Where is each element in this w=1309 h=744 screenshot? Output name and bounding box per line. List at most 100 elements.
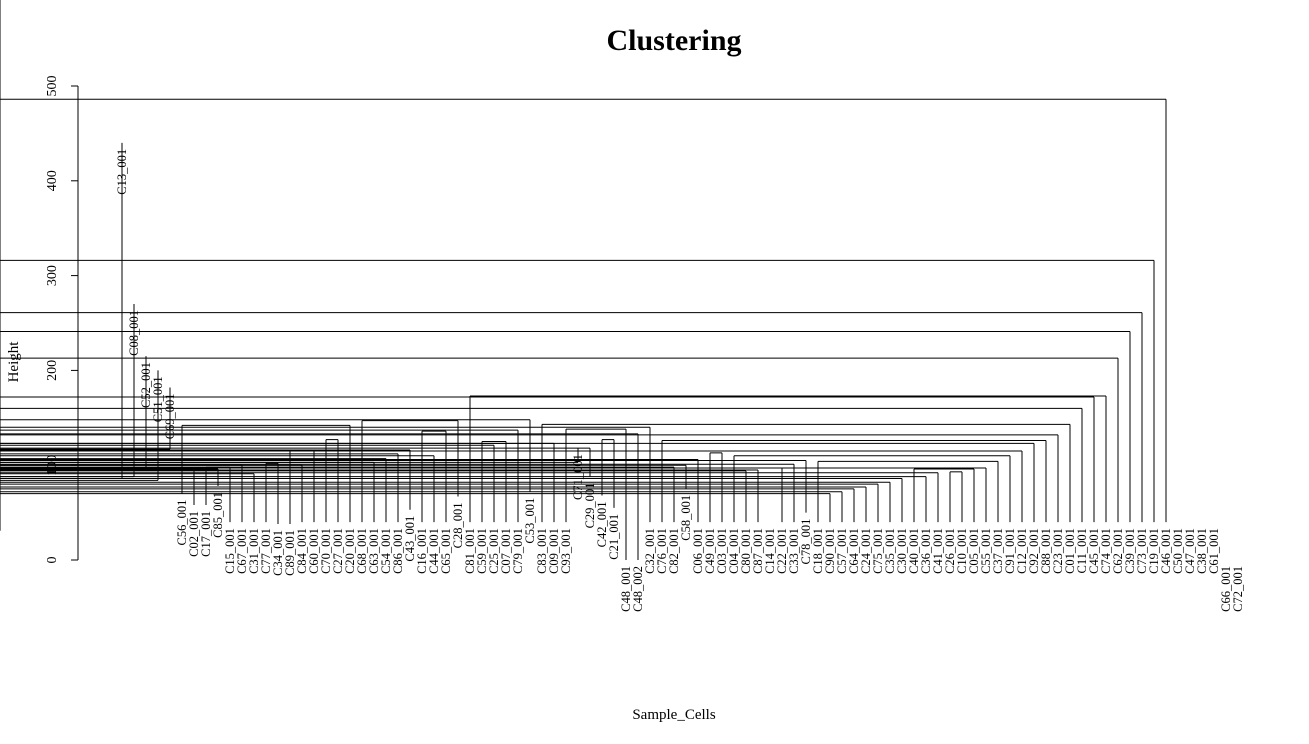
leaf-label: C65_001 bbox=[439, 528, 453, 574]
leaf-label: C04_001 bbox=[727, 528, 741, 574]
leaf-label: C38_001 bbox=[1195, 528, 1209, 574]
leaf-label: C10_001 bbox=[955, 528, 969, 574]
leaf-label: C81_001 bbox=[463, 528, 477, 574]
leaf-label: C63_001 bbox=[367, 528, 381, 574]
leaf-label: C11_001 bbox=[1075, 528, 1089, 573]
leaf-label: C29_001 bbox=[583, 483, 597, 529]
leaf-label: C25_001 bbox=[487, 528, 501, 574]
leaf-label: C43_001 bbox=[403, 516, 417, 562]
leaf-label: C71_001 bbox=[571, 454, 585, 500]
leaf-label: C18_001 bbox=[811, 528, 825, 574]
leaf-label: C49_001 bbox=[703, 528, 717, 574]
leaf-label: C19_001 bbox=[1147, 528, 1161, 574]
y-tick-label: 200 bbox=[45, 360, 60, 381]
leaf-label: C41_001 bbox=[931, 528, 945, 574]
leaf-label: C50_001 bbox=[1171, 528, 1185, 574]
leaf-label: C47_001 bbox=[1183, 528, 1197, 574]
leaf-label: C66_001 bbox=[1219, 566, 1233, 612]
leaf-label: C13_001 bbox=[115, 149, 129, 195]
leaf-label: C61_001 bbox=[1207, 528, 1221, 574]
leaf-label: C92_001 bbox=[1027, 528, 1041, 574]
leaf-label: C86_001 bbox=[391, 528, 405, 574]
leaf-label: C35_001 bbox=[883, 528, 897, 574]
leaf-label: C39_001 bbox=[1123, 528, 1137, 574]
leaf-label: C51_001 bbox=[151, 376, 165, 422]
leaf-label: C55_001 bbox=[979, 528, 993, 574]
leaf-label: C68_001 bbox=[355, 528, 369, 574]
y-axis-label: Height bbox=[6, 341, 22, 383]
leaf-label: C52_001 bbox=[139, 362, 153, 408]
leaf-label: C40_001 bbox=[907, 528, 921, 574]
leaf-label: C21_001 bbox=[607, 514, 621, 560]
leaf-label: C90_001 bbox=[823, 528, 837, 574]
leaf-label: C46_001 bbox=[1159, 528, 1173, 574]
leaf-label: C56_001 bbox=[175, 500, 189, 546]
chart-title: Clustering bbox=[607, 24, 742, 57]
y-tick-label: 300 bbox=[45, 265, 60, 286]
leaf-label: C89_001 bbox=[283, 530, 297, 576]
leaf-label: C48_002 bbox=[631, 566, 645, 612]
leaf-label: C64_001 bbox=[847, 528, 861, 574]
leaf-label: C73_001 bbox=[1135, 528, 1149, 574]
leaf-label: C03_001 bbox=[715, 528, 729, 574]
leaf-label: C57_001 bbox=[835, 528, 849, 574]
leaf-label: C84_001 bbox=[295, 528, 309, 574]
leaf-label: C01_001 bbox=[1063, 528, 1077, 574]
dendrogram-links bbox=[0, 0, 1167, 560]
leaf-label: C75_001 bbox=[871, 528, 885, 574]
leaf-label: C48_001 bbox=[619, 566, 633, 612]
leaf-label: C88_001 bbox=[1039, 528, 1053, 574]
leaf-label: C79_001 bbox=[511, 528, 525, 574]
y-tick-label: 500 bbox=[45, 76, 60, 97]
leaf-label: C05_001 bbox=[967, 528, 981, 574]
leaf-label: C30_001 bbox=[895, 528, 909, 574]
leaf-label: C76_001 bbox=[655, 528, 669, 574]
leaf-label: C62_001 bbox=[1111, 528, 1125, 574]
leaf-label: C58_001 bbox=[679, 495, 693, 541]
x-axis-label: Sample_Cells bbox=[632, 707, 715, 723]
leaf-label: C28_001 bbox=[451, 502, 465, 548]
leaf-label: C15_001 bbox=[223, 528, 237, 574]
leaf-label: C77_001 bbox=[259, 528, 273, 574]
leaf-label: C06_001 bbox=[691, 528, 705, 574]
leaf-label: C37_001 bbox=[991, 528, 1005, 574]
leaf-label: C53_001 bbox=[523, 498, 537, 544]
leaf-label: C31_001 bbox=[247, 528, 261, 574]
leaf-label: C82_001 bbox=[667, 528, 681, 574]
leaf-label: C20_001 bbox=[343, 528, 357, 574]
leaf-label: C83_001 bbox=[535, 528, 549, 574]
leaf-label: C70_001 bbox=[319, 528, 333, 574]
leaf-label: C12_001 bbox=[1015, 528, 1029, 574]
leaf-label: C93_001 bbox=[559, 528, 573, 574]
leaf-label: C80_001 bbox=[739, 528, 753, 574]
leaf-label: C60_001 bbox=[307, 528, 321, 574]
leaf-label: C72_001 bbox=[1231, 566, 1245, 612]
leaf-label: C87_001 bbox=[751, 528, 765, 574]
leaf-label: C33_001 bbox=[787, 528, 801, 574]
leaf-label: C85_001 bbox=[211, 492, 225, 538]
leaf-label: C36_001 bbox=[919, 528, 933, 574]
leaf-label: C42_001 bbox=[595, 502, 609, 548]
leaf-label: C26_001 bbox=[943, 528, 957, 574]
leaf-label: C32_001 bbox=[643, 528, 657, 574]
leaf-label: C67_001 bbox=[235, 528, 249, 574]
leaf-label: C22_001 bbox=[775, 528, 789, 574]
leaf-label: C14_001 bbox=[763, 528, 777, 574]
leaf-label: C78_001 bbox=[799, 519, 813, 565]
leaf-label: C69_001 bbox=[163, 393, 177, 439]
leaf-label: C27_001 bbox=[331, 528, 345, 574]
leaf-label: C09_001 bbox=[547, 528, 561, 574]
leaf-label: C23_001 bbox=[1051, 528, 1065, 574]
leaf-label: C24_001 bbox=[859, 528, 873, 574]
leaf-label: C54_001 bbox=[379, 528, 393, 574]
leaf-label: C02_001 bbox=[187, 511, 201, 557]
leaf-label: C74_001 bbox=[1099, 528, 1113, 574]
leaf-label: C17_001 bbox=[199, 511, 213, 557]
leaf-label: C16_001 bbox=[415, 528, 429, 574]
y-tick-label: 400 bbox=[45, 170, 60, 191]
leaf-label: C91_001 bbox=[1003, 528, 1017, 574]
